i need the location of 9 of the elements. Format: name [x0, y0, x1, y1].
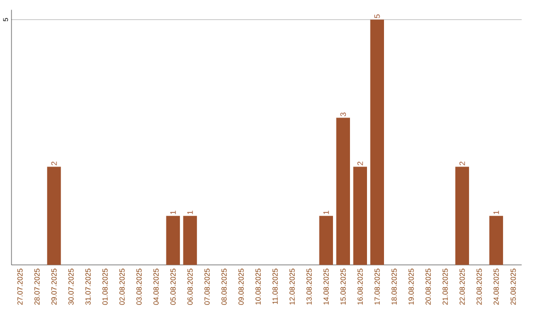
bar — [336, 118, 350, 266]
bar — [455, 167, 470, 266]
bar — [353, 167, 367, 266]
bar — [370, 20, 384, 266]
bar — [183, 216, 197, 266]
bar — [489, 216, 504, 266]
bar — [47, 167, 61, 266]
bar — [319, 216, 333, 266]
bar — [166, 216, 180, 266]
